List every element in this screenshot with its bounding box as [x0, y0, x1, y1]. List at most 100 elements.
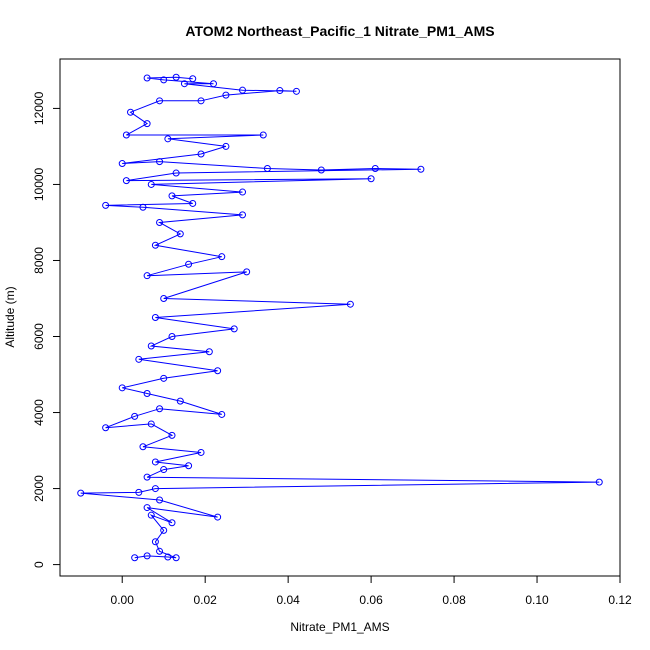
data-point [151, 458, 159, 466]
data-point [135, 488, 143, 496]
data-point [156, 218, 164, 226]
data-point [156, 158, 164, 166]
data-point [102, 424, 110, 432]
data-point [218, 253, 226, 261]
x-axis-label: Nitrate_PM1_AMS [290, 620, 389, 634]
data-point [147, 342, 155, 350]
data-point [214, 513, 222, 521]
data-point [118, 384, 126, 392]
data-point [127, 108, 135, 116]
data-point [122, 131, 130, 139]
data-point [160, 374, 168, 382]
data-point [172, 554, 180, 562]
data-point [276, 87, 284, 95]
data-point [230, 325, 238, 333]
y-tick-label: 6000 [32, 323, 46, 350]
data-point [317, 166, 325, 174]
data-point [151, 538, 159, 546]
data-point [143, 272, 151, 280]
data-point [222, 142, 230, 150]
data-point [143, 390, 151, 398]
x-tick-label: 0.12 [608, 593, 632, 607]
data-point [122, 177, 130, 185]
data-point [164, 135, 172, 143]
data-point [151, 314, 159, 321]
data-point [292, 87, 300, 95]
chart-title: ATOM2 Northeast_Pacific_1 Nitrate_PM1_AM… [185, 23, 494, 39]
data-point [263, 164, 271, 172]
data-point [367, 175, 375, 183]
y-tick-label: 12000 [32, 91, 46, 125]
data-point [147, 511, 155, 519]
data-point [259, 131, 267, 139]
data-point [346, 300, 354, 308]
data-point [164, 553, 172, 561]
data-point [168, 333, 176, 341]
data-point [156, 496, 164, 504]
data-point [168, 431, 176, 439]
y-tick-label: 2000 [32, 475, 46, 502]
data-point [147, 180, 155, 188]
data-point [371, 164, 379, 172]
data-point [135, 355, 143, 363]
x-tick-label: 0.04 [276, 593, 300, 607]
data-point [160, 294, 168, 302]
x-axis: 0.00 0.02 0.04 0.06 0.08 0.10 0.12 [111, 575, 632, 607]
x-tick-label: 0.08 [442, 593, 466, 607]
data-point [176, 230, 184, 238]
data-point [160, 526, 168, 534]
data-point [218, 410, 226, 418]
data-series [77, 73, 603, 562]
data-point [239, 211, 247, 219]
data-point [180, 80, 188, 88]
data-point [243, 268, 251, 276]
data-point [172, 73, 180, 81]
x-tick-label: 0.00 [111, 593, 135, 607]
data-point [239, 86, 247, 94]
data-point [160, 76, 168, 84]
data-point [222, 91, 230, 99]
data-point [102, 201, 110, 209]
data-point [239, 188, 247, 196]
x-tick-label: 0.06 [359, 593, 383, 607]
data-point [156, 405, 164, 413]
y-tick-label: 4000 [32, 399, 46, 426]
x-tick-label: 0.02 [194, 593, 218, 607]
data-point [139, 203, 147, 211]
data-point [143, 74, 151, 82]
y-axis: 0 2000 4000 6000 8000 10000 12000 [32, 91, 61, 568]
data-point [160, 466, 168, 474]
x-tick-label: 0.10 [525, 593, 549, 607]
data-point [77, 489, 85, 497]
data-point [209, 80, 217, 88]
y-tick-label: 10000 [32, 167, 46, 201]
data-point [147, 420, 155, 428]
data-point [151, 485, 159, 493]
data-point [197, 448, 205, 456]
data-point [185, 260, 193, 268]
data-point [143, 504, 151, 512]
data-point [156, 97, 164, 105]
data-point [118, 160, 126, 168]
y-tick-label: 0 [32, 561, 46, 568]
data-point [143, 120, 151, 128]
data-point [197, 97, 205, 105]
data-point [189, 75, 197, 83]
data-point [172, 169, 180, 177]
data-point [156, 547, 164, 555]
data-point [595, 478, 603, 486]
data-point [417, 165, 425, 173]
data-point [151, 241, 159, 249]
y-tick-label: 8000 [32, 247, 46, 274]
data-point [176, 397, 184, 405]
data-point [139, 443, 147, 451]
y-axis-label: Altitude (m) [3, 286, 17, 347]
data-point [131, 412, 139, 420]
data-point [143, 473, 151, 481]
data-point [168, 192, 176, 200]
data-point [131, 554, 139, 562]
series-line [80, 76, 600, 559]
data-point [168, 519, 176, 527]
data-point [205, 348, 213, 356]
